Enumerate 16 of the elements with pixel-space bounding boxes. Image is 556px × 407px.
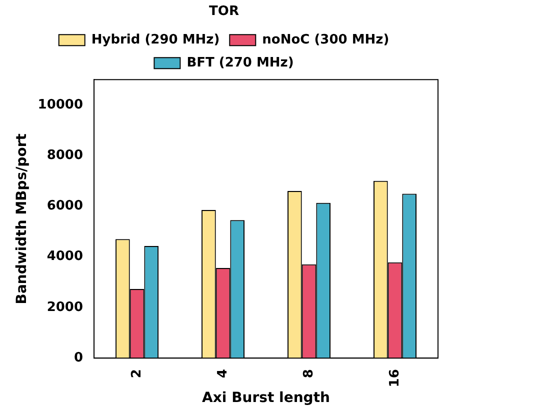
y-axis-title: Bandwidth MBps/port xyxy=(14,133,30,304)
y-tick-label: 6000 xyxy=(46,198,84,214)
y-tick-label: 0 xyxy=(74,350,84,366)
y-tick-label: 10000 xyxy=(38,97,84,112)
x-tick-label: 8 xyxy=(301,369,316,378)
legend-label: BFT (270 MHz) xyxy=(186,55,294,70)
x-tick-label: 16 xyxy=(387,369,402,388)
legend-label: Hybrid (290 MHz) xyxy=(91,32,220,48)
y-tick-label: 2000 xyxy=(46,300,84,315)
y-tick-label: 8000 xyxy=(46,148,84,163)
x-axis-title: Axi Burst length xyxy=(202,390,330,406)
y-tick-label: 4000 xyxy=(46,249,84,264)
legend-label: noNoC (300 MHz) xyxy=(262,32,390,48)
x-tick-label: 2 xyxy=(129,369,144,378)
chart-title: TOR xyxy=(209,4,239,20)
x-tick-label: 4 xyxy=(215,369,230,378)
